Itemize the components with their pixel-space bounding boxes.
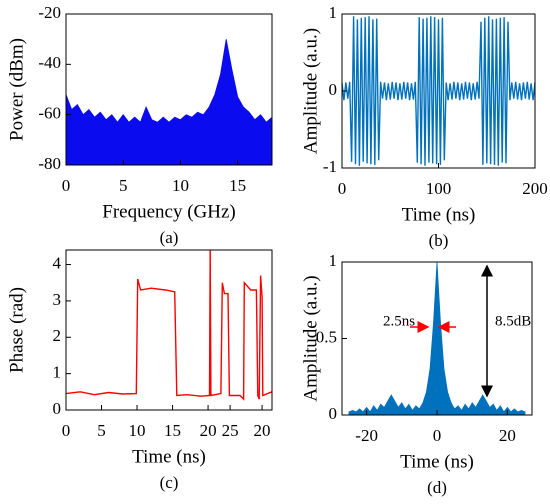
x-tick-label: 20 [254,421,271,440]
x-axis-label: Time (ns) [400,451,474,472]
y-axis-label: Amplitude (a.u.) [300,28,321,154]
y-tick-label: -80 [38,154,61,173]
x-axis-label: Time (ns) [402,204,476,225]
x-tick-label: 15 [164,421,181,440]
panel-label: (d) [427,478,447,497]
x-axis-label: Time (ns) [132,446,206,467]
x-tick-label: 10 [129,421,146,440]
line [341,16,536,166]
area [348,261,526,416]
line [65,249,273,401]
y-axis-label: Power (dBm) [6,38,27,141]
y-tick-label: 2 [53,326,62,345]
area [65,39,273,166]
panel-label: (c) [160,473,179,492]
y-tick-label: -20 [38,3,61,22]
x-tick-label: 20 [200,421,217,440]
x-tick-label: 10 [172,176,189,195]
panel-label: (b) [429,231,449,250]
x-tick-label: 0 [62,176,71,195]
y-tick-label: 4 [53,253,62,272]
y-tick-label: -1 [323,157,337,176]
y-tick-label: -40 [38,53,61,72]
x-tick-label: 15 [229,176,246,195]
x-tick-label: 20 [499,426,516,445]
y-tick-label: 1 [53,363,62,382]
x-tick-label: 0 [62,421,71,440]
y-tick-label: 0 [329,80,338,99]
plot-frame [65,249,273,411]
annotation: 2.5ns [383,313,415,329]
y-tick-label: 0 [329,404,338,423]
y-tick-label: 1 [329,251,338,270]
y-tick-label: 1 [329,3,338,22]
x-tick-label: 100 [426,179,452,198]
x-tick-label: 5 [119,176,128,195]
x-tick-label: 0 [433,426,442,445]
y-axis-label: Amplitude (a.u.) [300,275,321,401]
y-tick-label: -60 [38,104,61,123]
x-tick-label: 25 [222,421,239,440]
panel-label: (a) [160,228,179,247]
annotation: 8.5dB [495,313,531,329]
y-tick-label: 3 [53,290,62,309]
x-axis-label: Frequency (GHz) [102,201,235,222]
y-tick-label: 0.5 [316,327,337,346]
x-tick-label: 5 [97,421,106,440]
x-tick-label: 0 [338,179,347,198]
y-axis-label: Phase (rad) [6,287,27,373]
plot-frame [65,13,273,166]
x-tick-label: -20 [355,426,378,445]
x-tick-label: 200 [522,179,548,198]
y-tick-label: 0 [53,399,62,418]
